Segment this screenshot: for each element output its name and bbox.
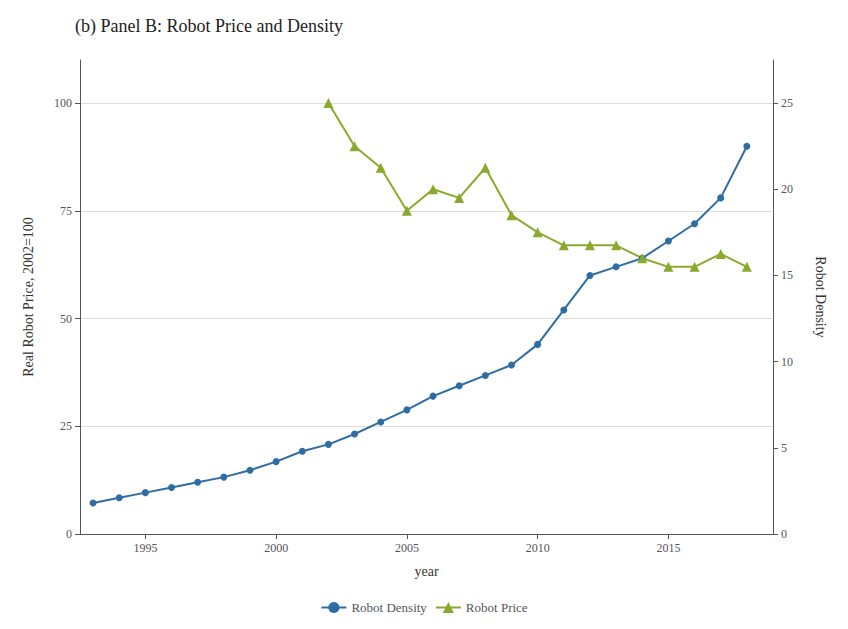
svg-text:year: year <box>414 564 438 579</box>
svg-text:10: 10 <box>781 355 793 369</box>
svg-text:Robot Density: Robot Density <box>351 600 427 615</box>
svg-text:2015: 2015 <box>656 541 680 555</box>
svg-text:(b) Panel B: Robot Price and D: (b) Panel B: Robot Price and Density <box>75 16 343 37</box>
svg-text:0: 0 <box>781 527 787 541</box>
svg-text:75: 75 <box>60 204 72 218</box>
svg-text:5: 5 <box>781 441 787 455</box>
svg-text:Robot Density: Robot Density <box>813 256 828 337</box>
svg-text:25: 25 <box>781 96 793 110</box>
svg-text:2000: 2000 <box>264 541 288 555</box>
svg-text:50: 50 <box>60 312 72 326</box>
svg-text:Real Robot Price, 2002=100: Real Robot Price, 2002=100 <box>21 217 36 377</box>
svg-text:25: 25 <box>60 419 72 433</box>
svg-text:100: 100 <box>54 96 72 110</box>
svg-text:20: 20 <box>781 182 793 196</box>
svg-text:1995: 1995 <box>133 541 157 555</box>
svg-text:2010: 2010 <box>526 541 550 555</box>
svg-text:15: 15 <box>781 268 793 282</box>
svg-text:Robot Price: Robot Price <box>466 600 528 615</box>
svg-text:2005: 2005 <box>395 541 419 555</box>
svg-text:0: 0 <box>66 527 72 541</box>
